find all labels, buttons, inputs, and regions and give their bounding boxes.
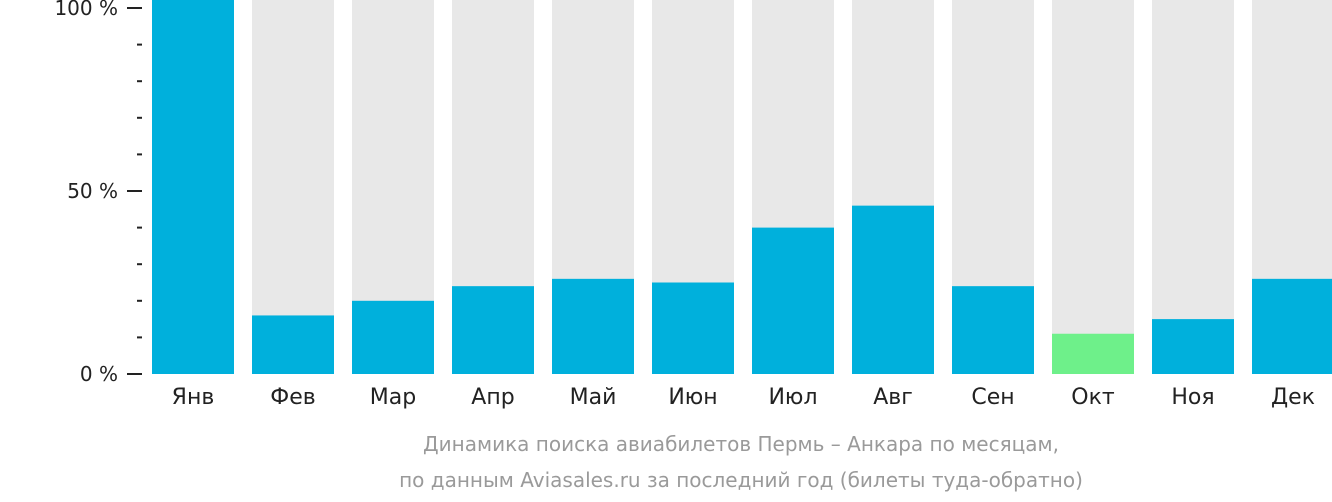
- bar: [152, 0, 234, 374]
- bar: [452, 286, 534, 374]
- x-category-label: Дек: [1271, 385, 1315, 410]
- bar: [352, 300, 434, 374]
- chart-caption-line-1: Динамика поиска авиабилетов Пермь – Анка…: [423, 432, 1059, 456]
- bar: [552, 278, 634, 374]
- bar: [752, 227, 834, 374]
- bar: [1152, 319, 1234, 374]
- x-category-label: Окт: [1071, 385, 1115, 410]
- x-category-label: Фев: [270, 385, 315, 410]
- x-category-label: Янв: [172, 385, 215, 410]
- x-category-label: Апр: [471, 385, 514, 410]
- x-category-label: Авг: [873, 385, 913, 410]
- chart-caption-line-2: по данным Aviasales.ru за последний год …: [399, 468, 1083, 492]
- y-tick-label: 50 %: [67, 179, 118, 203]
- x-category-label: Мар: [370, 385, 416, 410]
- x-category-label: Июн: [668, 385, 717, 410]
- bar: [952, 286, 1034, 374]
- y-tick-label: 0 %: [80, 362, 118, 386]
- bar: [1052, 333, 1134, 374]
- bar-background: [252, 0, 334, 374]
- bar-background: [1152, 0, 1234, 374]
- bar: [652, 282, 734, 374]
- x-category-label: Ноя: [1171, 385, 1214, 410]
- bar: [252, 315, 334, 374]
- y-tick-label: 100 %: [54, 0, 118, 20]
- bar-chart: 0 % 50 % 100 % Янв Фев Мар Апр Май Июн Июл Авг Сен О…: [54, 0, 1332, 410]
- bar-background: [1052, 0, 1134, 374]
- x-category-label: Сен: [971, 385, 1014, 410]
- bar: [852, 205, 934, 374]
- x-category-label: Май: [570, 385, 617, 410]
- bar: [1252, 278, 1332, 374]
- x-category-label: Июл: [768, 385, 817, 410]
